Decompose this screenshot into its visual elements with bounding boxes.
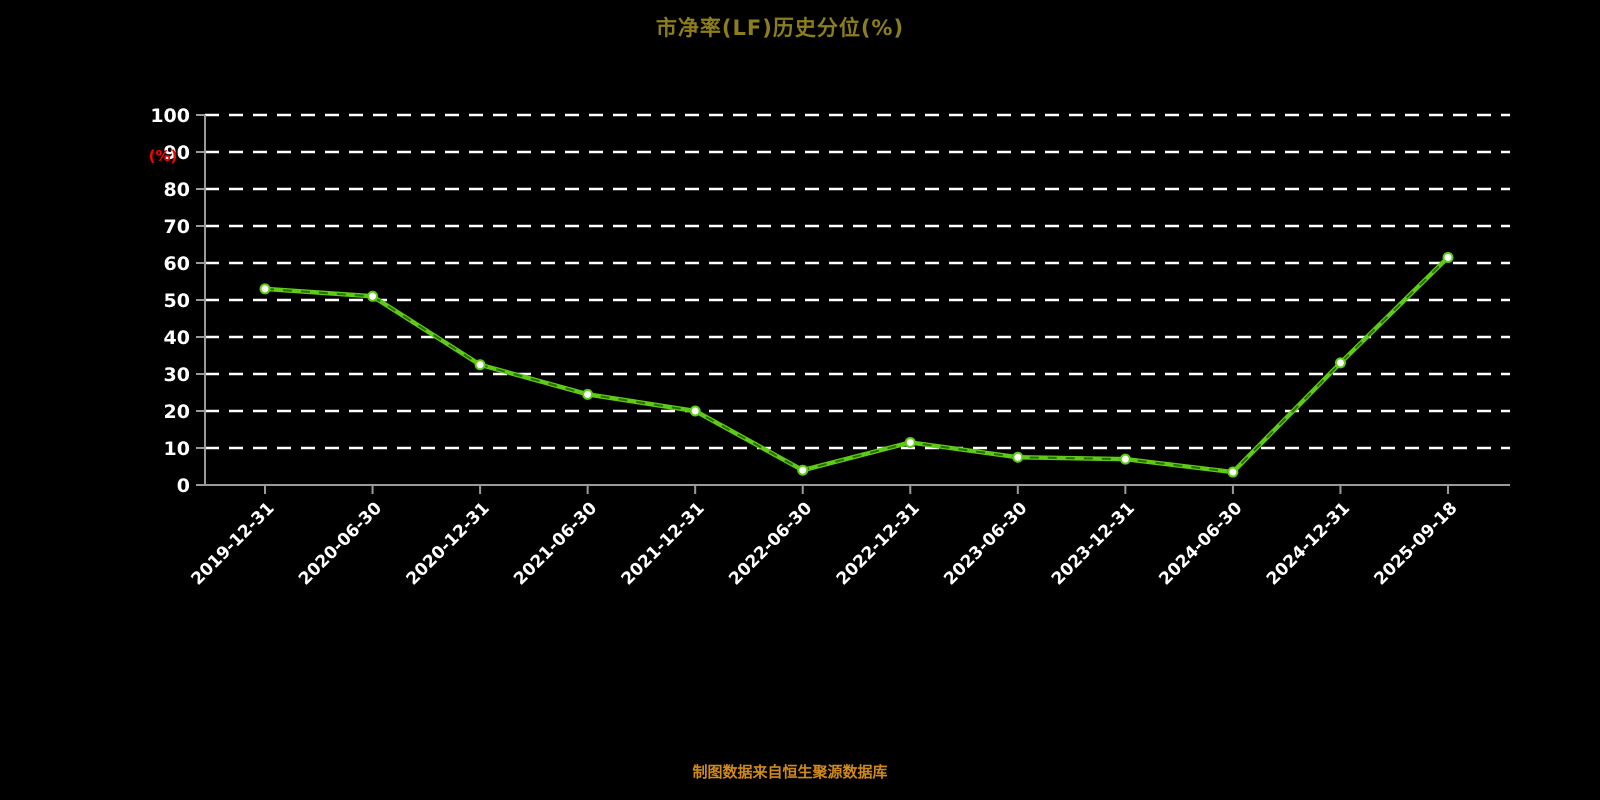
data-point-marker: [1334, 357, 1346, 369]
chart-title: 市净率(LF)历史分位(%): [655, 16, 905, 40]
series-line-dash-overlay: [264, 256, 1449, 474]
data-point-marker: [1442, 251, 1454, 263]
y-tick-label: 50: [164, 290, 190, 312]
y-tick-label: 60: [164, 253, 190, 275]
data-point-marker: [259, 283, 271, 295]
y-tick-label: 80: [164, 179, 190, 201]
x-tick-label: 2025-09-18: [1370, 498, 1461, 589]
y-tick-label: 0: [177, 475, 190, 497]
y-tick-label: 30: [164, 364, 190, 386]
data-point-marker: [582, 388, 594, 400]
y-tick-label: 20: [164, 401, 190, 423]
y-axis-unit-label: (%): [149, 147, 178, 165]
data-point-marker: [797, 464, 809, 476]
data-point-marker: [689, 405, 701, 417]
y-tick-label: 10: [164, 438, 190, 460]
data-source-note: 制图数据来自恒生聚源数据库: [692, 763, 888, 781]
data-point-marker: [367, 290, 379, 302]
y-tick-label: 90: [164, 142, 190, 164]
x-tick-label: 2021-06-30: [510, 498, 601, 589]
data-point-marker: [1227, 466, 1239, 478]
y-tick-label: 40: [164, 327, 190, 349]
x-tick-label: 2020-06-30: [295, 498, 386, 589]
x-tick-label: 2021-12-31: [618, 498, 709, 589]
data-point-marker: [1119, 453, 1131, 465]
x-tick-label: 2023-12-31: [1048, 498, 1139, 589]
data-point-marker: [474, 359, 486, 371]
x-tick-label: 2020-12-31: [403, 498, 494, 589]
y-tick-label: 70: [164, 216, 190, 238]
x-tick-label: 2024-06-30: [1155, 498, 1246, 589]
x-tick-label: 2022-06-30: [725, 498, 816, 589]
x-tick-label: 2023-06-30: [940, 498, 1031, 589]
series-line: [262, 255, 1451, 475]
data-point-marker: [1012, 451, 1024, 463]
data-point-marker: [904, 436, 916, 448]
x-tick-label: 2024-12-31: [1263, 498, 1354, 589]
x-tick-label: 2022-12-31: [833, 498, 924, 589]
x-tick-label: 2019-12-31: [187, 498, 278, 589]
y-tick-label: 100: [150, 105, 190, 127]
